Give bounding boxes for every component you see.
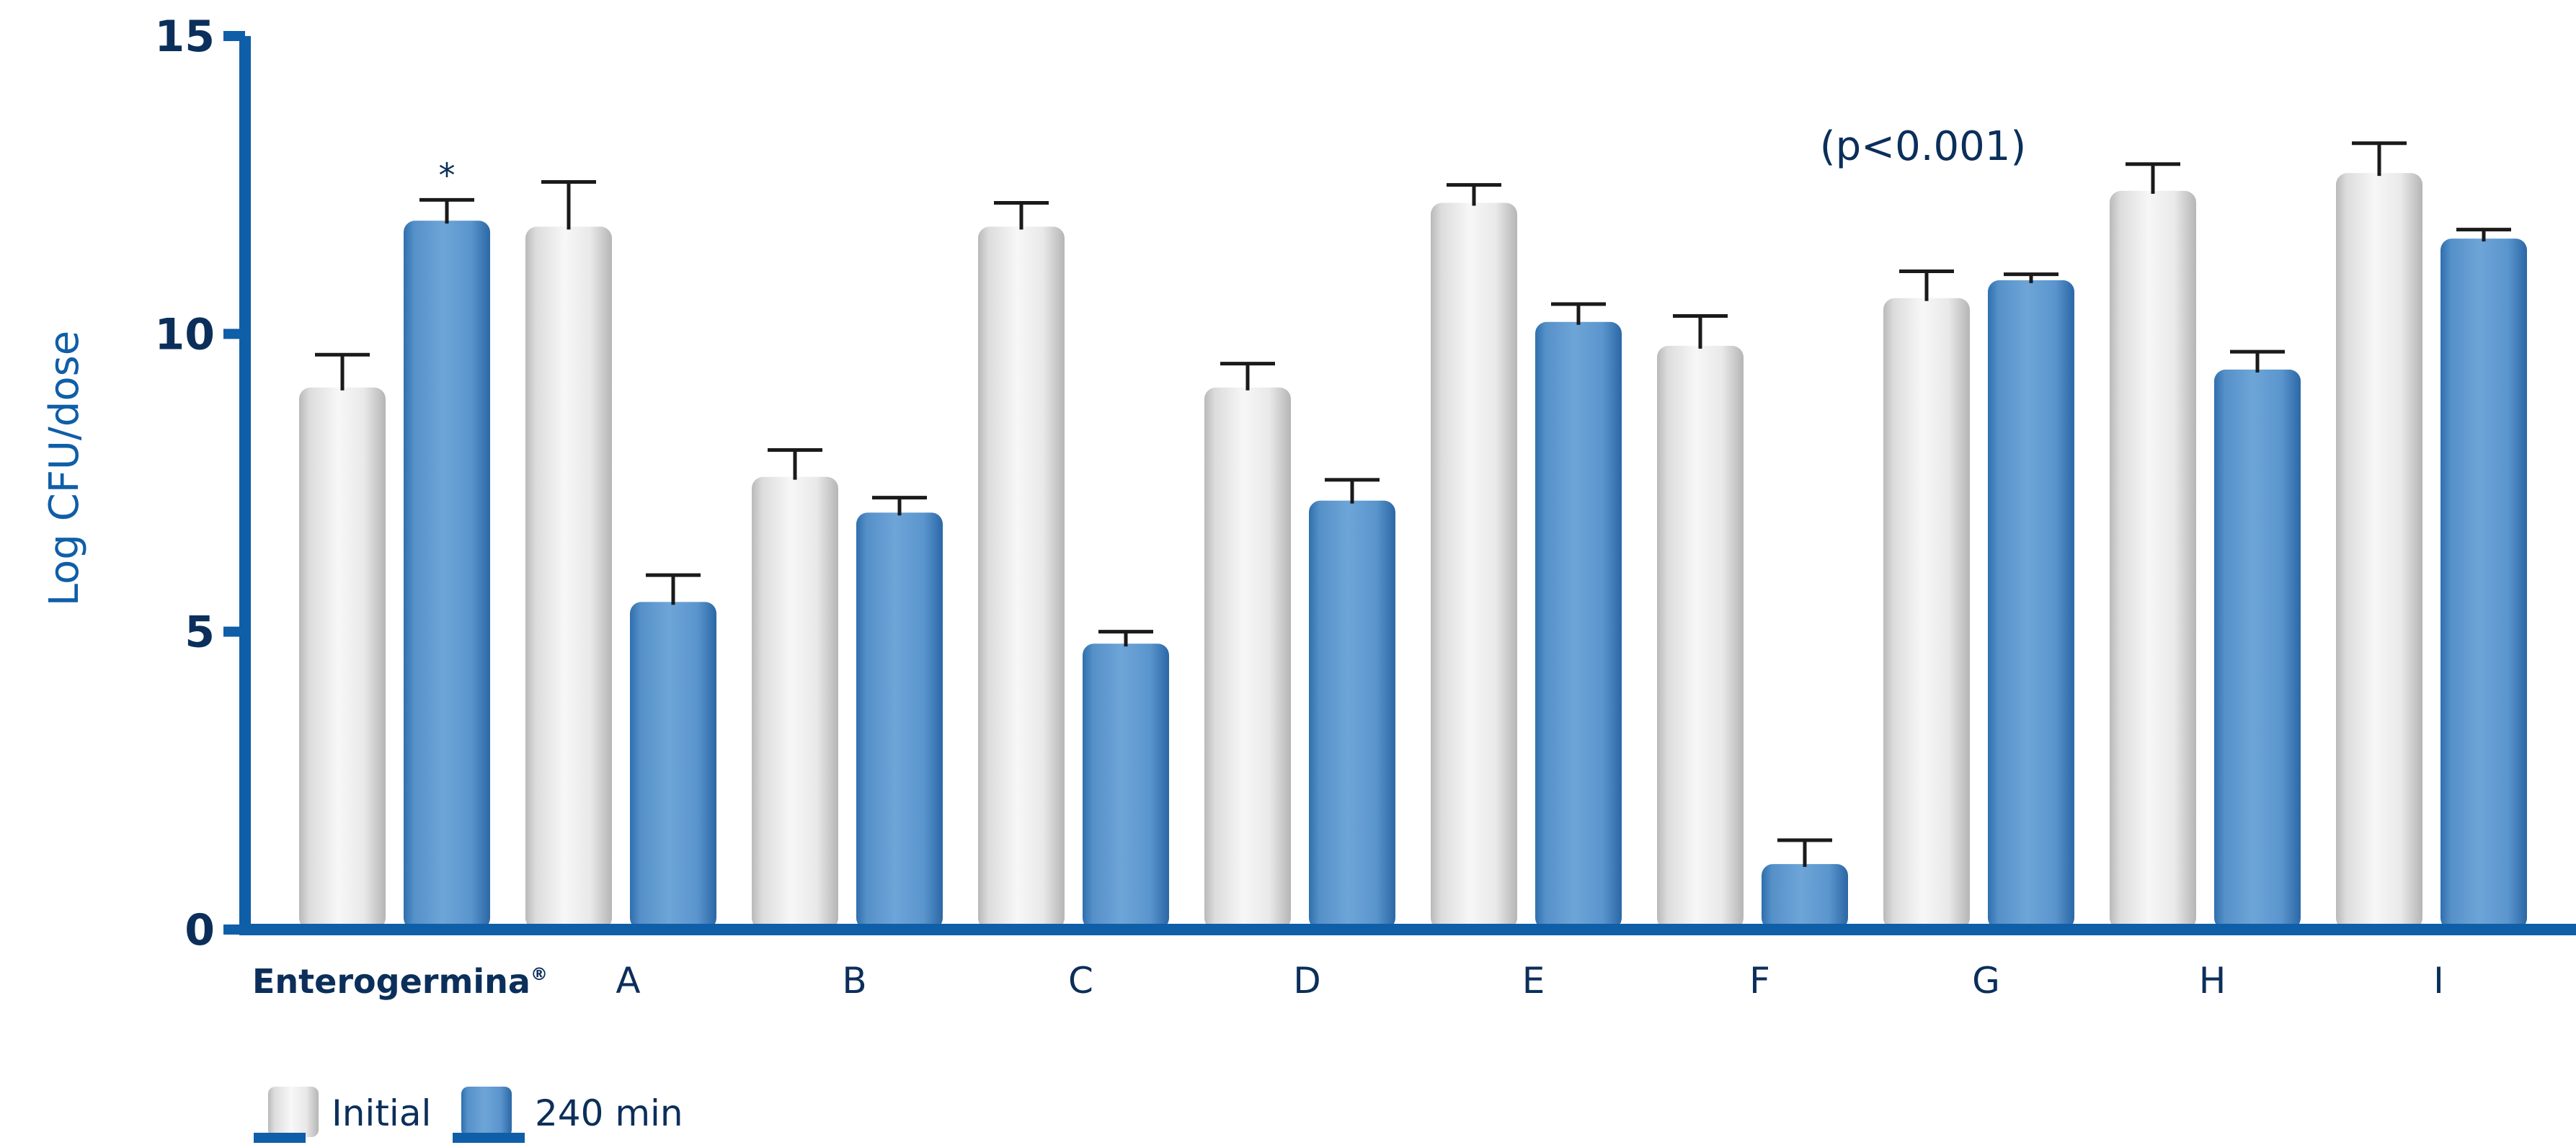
bar-240min — [856, 512, 943, 930]
legend: Initial 240 min — [254, 1087, 683, 1143]
x-tick-label: I — [2433, 960, 2444, 1002]
bar-initial — [1431, 202, 1517, 930]
x-tick-label: A — [616, 960, 640, 1002]
bar-240min — [1309, 500, 1395, 930]
bar-240min — [1083, 643, 1169, 930]
bar-initial — [1883, 298, 1970, 930]
bars-layer — [299, 173, 2527, 930]
x-tick-label: F — [1749, 960, 1770, 1002]
legend-label-240min: 240 min — [535, 1092, 683, 1134]
x-tick-label: Enterogermina® — [252, 962, 548, 1001]
bar-initial — [2110, 190, 2196, 930]
bar-240min — [630, 602, 716, 930]
y-tick-label: 15 — [155, 12, 216, 62]
legend-label-initial: Initial — [332, 1092, 431, 1134]
error-bars-layer — [315, 141, 2511, 868]
x-tick-label: G — [1972, 960, 2000, 1002]
legend-swatch-initial — [268, 1087, 319, 1137]
bar-initial — [299, 387, 386, 930]
x-tick-label: H — [2199, 960, 2226, 1002]
bar-240min — [404, 220, 490, 930]
bar-initial — [2336, 173, 2422, 930]
y-tick-label: 10 — [155, 309, 216, 360]
bar-initial — [1657, 345, 1744, 930]
bar-initial — [752, 476, 838, 930]
bar-initial — [978, 226, 1065, 930]
x-labels-layer: Enterogermina® A B C D E F G H I — [252, 960, 2444, 1002]
x-tick-label: D — [1293, 960, 1321, 1002]
bar-initial — [1204, 387, 1291, 930]
significance-marker: * — [439, 156, 456, 195]
registered-mark: ® — [530, 964, 548, 984]
bar-240min — [1988, 280, 2074, 930]
y-tick-label: 0 — [185, 905, 215, 955]
y-ticks-layer: 0 5 10 15 — [155, 12, 245, 955]
x-tick-label: B — [842, 960, 866, 1002]
y-tick-label: 5 — [185, 607, 215, 658]
y-axis-label: Log CFU/dose — [41, 331, 88, 606]
bar-240min — [2214, 369, 2301, 930]
bar-240min — [2440, 239, 2527, 930]
bar-240min — [1535, 321, 1622, 930]
bar-240min — [1762, 864, 1848, 930]
bar-initial — [525, 226, 612, 930]
legend-swatch-base-initial — [254, 1133, 306, 1143]
legend-swatch-base-240min — [453, 1133, 525, 1143]
x-tick-label: E — [1522, 960, 1545, 1002]
x-tick-label: C — [1068, 960, 1093, 1002]
legend-swatch-240min — [461, 1087, 512, 1137]
p-value-annotation: (p<0.001) — [1820, 123, 2026, 170]
